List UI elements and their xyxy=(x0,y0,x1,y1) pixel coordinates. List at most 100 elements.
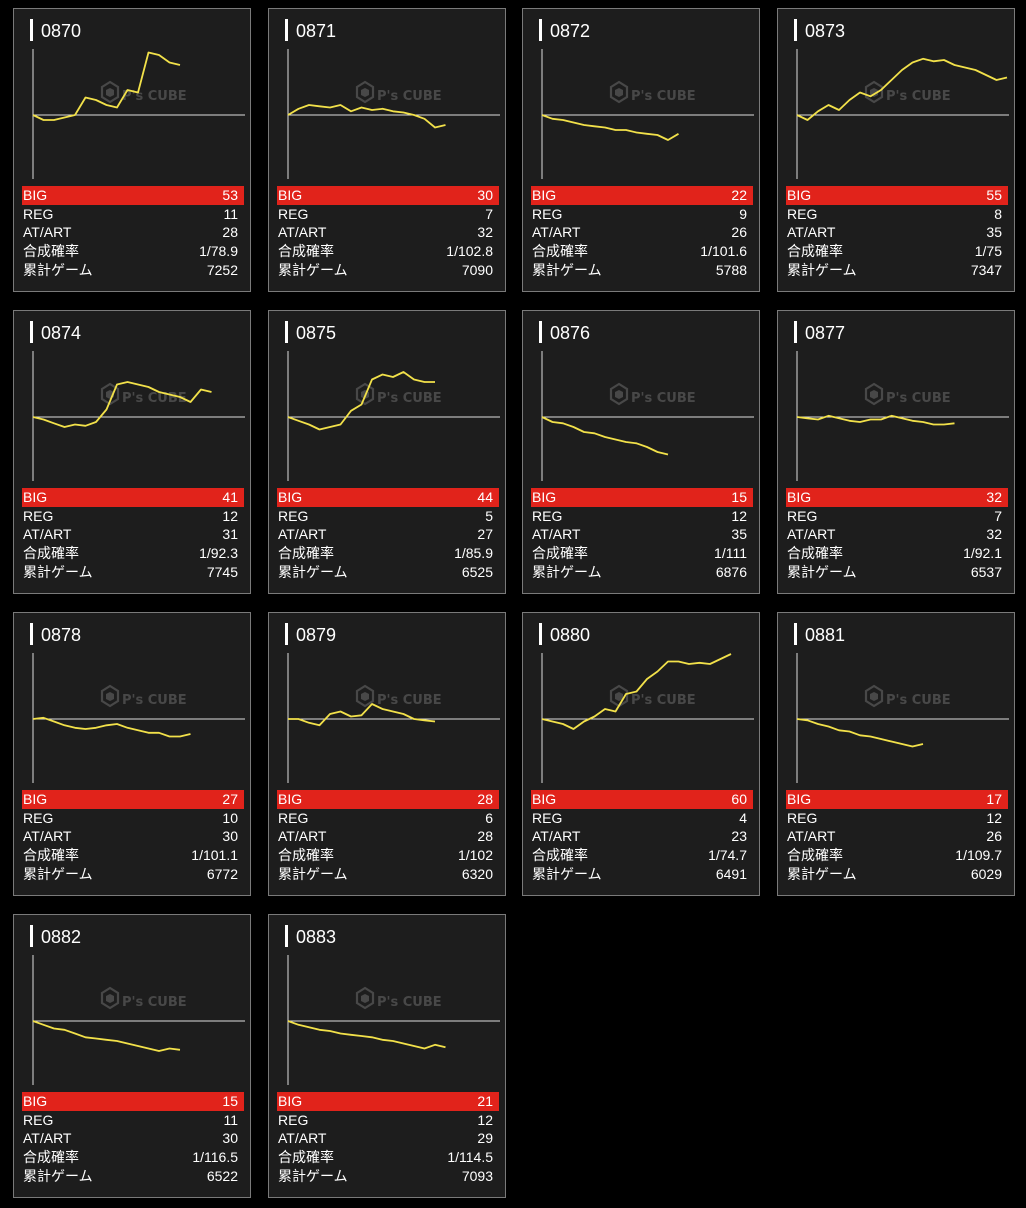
stat-label: AT/ART xyxy=(787,224,836,241)
stat-value: 12 xyxy=(986,809,1002,826)
stat-value: 7347 xyxy=(970,261,1002,278)
watermark: P's CUBE xyxy=(100,684,187,708)
cube-logo-icon xyxy=(355,986,375,1010)
watermark: P's CUBE xyxy=(864,80,951,104)
title-bar-accent xyxy=(30,623,33,645)
machine-card-0882[interactable]: 0882 P's CUBE BIG 15 REG 11 AT/ART 30 合成確率 1/116.… xyxy=(13,914,251,1198)
cube-logo-icon xyxy=(100,684,120,708)
stat-value: 1/101.6 xyxy=(700,243,747,260)
stat-value: 28 xyxy=(477,828,493,845)
stat-row-at-art: AT/ART 28 xyxy=(277,827,499,846)
stat-value: 6876 xyxy=(715,563,747,580)
stat-row-big: BIG 28 xyxy=(277,790,499,809)
stat-row-reg: REG 12 xyxy=(277,1111,499,1130)
stat-label: 合成確率 xyxy=(23,847,79,864)
stat-row-at-art: AT/ART 32 xyxy=(277,223,499,242)
stat-row-total-games: 累計ゲーム 7347 xyxy=(786,260,1008,279)
stat-row-combined-prob: 合成確率 1/92.1 xyxy=(786,544,1008,563)
stat-label: AT/ART xyxy=(278,224,327,241)
machine-card-0878[interactable]: 0878 P's CUBE BIG 27 REG 10 AT/ART 30 合成確率 1/101.… xyxy=(13,612,251,896)
stat-label: BIG xyxy=(23,791,48,808)
machine-card-0872[interactable]: 0872 P's CUBE BIG 22 REG 9 AT/ART 26 合成確率 1/101.6… xyxy=(522,8,760,292)
stat-row-reg: REG 7 xyxy=(277,205,499,224)
stats-table: BIG 60 REG 4 AT/ART 23 合成確率 1/74.7 累計ゲーム 6491 xyxy=(531,790,753,883)
stat-label: REG xyxy=(278,809,309,826)
machine-number: 0881 xyxy=(805,625,846,645)
watermark: P's CUBE xyxy=(100,986,187,1010)
payout-graph: P's CUBE xyxy=(796,49,1009,179)
watermark: P's CUBE xyxy=(864,382,951,406)
stat-value: 31 xyxy=(222,526,238,543)
stat-label: REG xyxy=(278,205,309,222)
cube-logo-icon xyxy=(100,986,120,1010)
stat-row-reg: REG 6 xyxy=(277,809,499,828)
machine-card-0874[interactable]: 0874 P's CUBE BIG 41 REG 12 AT/ART 31 合成確率 1/92.3… xyxy=(13,310,251,594)
payout-graph: P's CUBE xyxy=(287,653,500,783)
machine-card-0875[interactable]: 0875 P's CUBE BIG 44 REG 5 AT/ART 27 合成確率 1/85.9 累… xyxy=(268,310,506,594)
stat-value: 35 xyxy=(986,224,1002,241)
title-bar-accent xyxy=(30,925,33,947)
stat-value: 53 xyxy=(222,187,238,204)
stat-row-at-art: AT/ART 35 xyxy=(531,525,753,544)
stats-table: BIG 32 REG 7 AT/ART 32 合成確率 1/92.1 累計ゲーム 6537 xyxy=(786,488,1008,581)
stat-row-big: BIG 44 xyxy=(277,488,499,507)
stat-row-big: BIG 21 xyxy=(277,1092,499,1111)
machine-number: 0870 xyxy=(41,21,82,41)
stat-value: 15 xyxy=(731,489,747,506)
stat-row-total-games: 累計ゲーム 6320 xyxy=(277,864,499,883)
stat-row-at-art: AT/ART 23 xyxy=(531,827,753,846)
stat-value: 11 xyxy=(223,205,238,222)
cube-logo-icon xyxy=(609,80,629,104)
watermark: P's CUBE xyxy=(355,80,442,104)
machine-card-0881[interactable]: 0881 P's CUBE BIG 17 REG 12 AT/ART 26 合成確率 1/109.… xyxy=(777,612,1015,896)
cube-logo-icon xyxy=(864,382,884,406)
watermark-brand: P's CUBE xyxy=(377,995,442,1010)
stat-row-at-art: AT/ART 26 xyxy=(786,827,1008,846)
stat-label: 累計ゲーム xyxy=(787,563,857,580)
stat-value: 35 xyxy=(731,526,747,543)
payout-graph: P's CUBE xyxy=(796,351,1009,481)
stat-label: REG xyxy=(532,507,563,524)
machine-card-0876[interactable]: 0876 P's CUBE BIG 15 REG 12 AT/ART 35 合成確率 1/111 累… xyxy=(522,310,760,594)
stat-row-at-art: AT/ART 30 xyxy=(22,827,244,846)
stat-label: 合成確率 xyxy=(23,1149,79,1166)
stat-row-big: BIG 17 xyxy=(786,790,1008,809)
stat-value: 1/85.9 xyxy=(454,545,493,562)
machine-card-0870[interactable]: 0870 P's CUBE BIG 53 REG 11 AT/ART 28 合成確率 1/78.9… xyxy=(13,8,251,292)
stat-row-combined-prob: 合成確率 1/102.8 xyxy=(277,242,499,261)
stat-label: AT/ART xyxy=(787,828,836,845)
stat-value: 26 xyxy=(986,828,1002,845)
stat-label: REG xyxy=(787,809,818,826)
stat-label: AT/ART xyxy=(23,526,72,543)
payout-graph: P's CUBE xyxy=(541,49,754,179)
stat-row-at-art: AT/ART 28 xyxy=(22,223,244,242)
watermark-brand: P's CUBE xyxy=(122,995,187,1010)
machine-card-0877[interactable]: 0877 P's CUBE BIG 32 REG 7 AT/ART 32 合成確率 1/92.1 累… xyxy=(777,310,1015,594)
machine-number: 0875 xyxy=(296,323,337,343)
machine-card-0879[interactable]: 0879 P's CUBE BIG 28 REG 6 AT/ART 28 合成確率 1/102 累計… xyxy=(268,612,506,896)
stat-label: 累計ゲーム xyxy=(532,865,602,882)
stat-value: 32 xyxy=(986,489,1002,506)
stat-label: AT/ART xyxy=(23,224,72,241)
stats-table: BIG 15 REG 12 AT/ART 35 合成確率 1/111 累計ゲーム 6876 xyxy=(531,488,753,581)
stat-label: AT/ART xyxy=(278,526,327,543)
stat-value: 7 xyxy=(994,507,1002,524)
stat-label: REG xyxy=(23,205,54,222)
machine-card-0880[interactable]: 0880 P's CUBE BIG 60 REG 4 AT/ART 23 合成確率 1/74.7 累… xyxy=(522,612,760,896)
stats-table: BIG 28 REG 6 AT/ART 28 合成確率 1/102 累計ゲーム 6320 xyxy=(277,790,499,883)
payout-graph: P's CUBE xyxy=(541,653,754,783)
stat-label: 累計ゲーム xyxy=(787,865,857,882)
stat-row-at-art: AT/ART 30 xyxy=(22,1129,244,1148)
machine-card-0873[interactable]: 0873 P's CUBE BIG 55 REG 8 AT/ART 35 合成確率 1/75 累計ゲ… xyxy=(777,8,1015,292)
machine-card-0871[interactable]: 0871 P's CUBE BIG 30 REG 7 AT/ART 32 合成確率 1/102.8… xyxy=(268,8,506,292)
machine-card-0883[interactable]: 0883 P's CUBE BIG 21 REG 12 AT/ART 29 合成確率 1/114.… xyxy=(268,914,506,1198)
stat-label: 合成確率 xyxy=(23,545,79,562)
stat-value: 4 xyxy=(739,809,747,826)
stat-label: 累計ゲーム xyxy=(278,563,348,580)
stat-label: 累計ゲーム xyxy=(532,261,602,278)
stat-label: REG xyxy=(23,507,54,524)
payout-trend-line xyxy=(288,703,436,727)
stat-label: 合成確率 xyxy=(787,243,843,260)
stat-value: 6 xyxy=(485,809,493,826)
stat-row-combined-prob: 合成確率 1/75 xyxy=(786,242,1008,261)
